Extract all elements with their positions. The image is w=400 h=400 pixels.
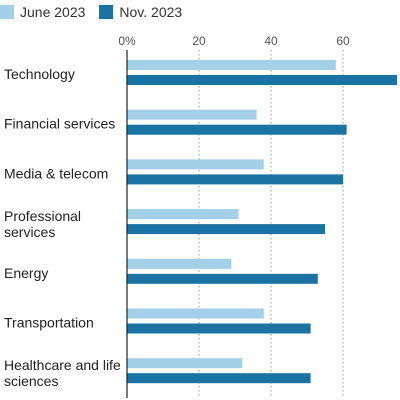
category-label-2: Media & telecom [4, 165, 108, 181]
x-tick-label-60: 60 [336, 34, 350, 48]
bar-june-2023-2 [127, 159, 264, 170]
x-tick-label-20: 20 [192, 34, 206, 48]
category-label-3: Professional services [4, 208, 81, 240]
bar-nov-2023-5 [127, 323, 311, 334]
bar-nov-2023-6 [127, 373, 311, 384]
bar-june-2023-3 [127, 209, 239, 220]
bar-june-2023-0 [127, 60, 336, 70]
bar-nov-2023-0 [127, 75, 397, 85]
legend-item-june-2023: June 2023 [0, 4, 85, 20]
bar-nov-2023-1 [127, 124, 347, 135]
x-tick-label-40: 40 [264, 34, 278, 48]
bar-june-2023-4 [127, 258, 232, 269]
legend-swatch-nov-2023 [99, 5, 114, 19]
category-label-4: Energy [4, 265, 48, 281]
legend-label-june-2023: June 2023 [20, 4, 86, 20]
legend-item-nov-2023: Nov. 2023 [99, 4, 182, 20]
category-label-6: Healthcare and life sciences [4, 357, 121, 389]
legend-swatch-june-2023 [0, 5, 14, 19]
category-label-5: Transportation [4, 315, 94, 331]
bar-nov-2023-4 [127, 273, 318, 284]
bar-nov-2023-2 [127, 174, 343, 185]
x-tick-label-0: 0% [118, 34, 136, 48]
category-label-1: Financial services [4, 116, 115, 132]
bar-june-2023-6 [127, 358, 243, 369]
bar-june-2023-5 [127, 308, 264, 319]
legend-label-nov-2023: Nov. 2023 [119, 4, 183, 20]
category-label-0: Technology [4, 66, 75, 82]
legend: June 2023 Nov. 2023 [0, 0, 196, 24]
bar-nov-2023-3 [127, 224, 325, 235]
bar-june-2023-1 [127, 109, 257, 120]
